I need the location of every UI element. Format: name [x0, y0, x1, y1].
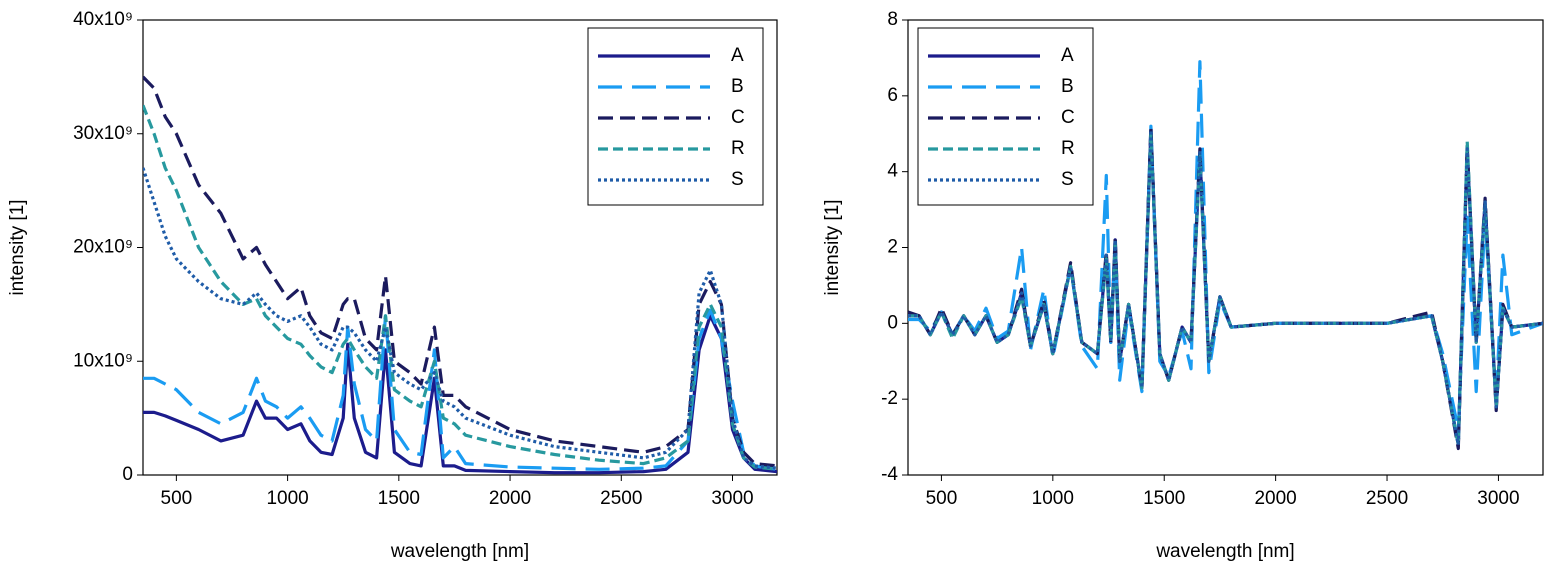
x-tick-label: 1000: [266, 488, 308, 509]
y-tick-label: -2: [881, 388, 898, 409]
legend-label: S: [731, 169, 744, 190]
y-axis-label: intensity [1]: [822, 199, 843, 295]
y-axis-label: intensity [1]: [7, 199, 28, 295]
y-tick-label: 0: [887, 312, 898, 333]
y-tick-label: 20x10⁹: [73, 237, 133, 258]
legend-label: A: [1061, 45, 1074, 66]
legend-label: B: [731, 76, 744, 97]
x-tick-label: 3000: [1477, 488, 1519, 509]
y-tick-label: -4: [881, 464, 898, 485]
y-tick-label: 10x10⁹: [73, 350, 133, 371]
legend-label: C: [731, 107, 745, 128]
legend-label: R: [1061, 138, 1075, 159]
legend-label: A: [731, 45, 744, 66]
x-tick-label: 2000: [489, 488, 531, 509]
x-tick-label: 2500: [1366, 488, 1408, 509]
x-axis-label: wavelength [nm]: [1155, 541, 1294, 562]
legend-label: B: [1061, 76, 1074, 97]
y-tick-label: 0: [122, 464, 133, 485]
y-tick-label: 30x10⁹: [73, 123, 133, 144]
x-tick-label: 500: [161, 488, 193, 509]
y-tick-label: 4: [887, 161, 898, 182]
y-tick-label: 8: [887, 9, 898, 30]
series-line: [143, 167, 777, 470]
x-tick-label: 500: [926, 488, 958, 509]
x-tick-label: 2500: [600, 488, 642, 509]
y-tick-label: 6: [887, 85, 898, 106]
y-tick-label: 2: [887, 237, 898, 258]
x-tick-label: 1000: [1032, 488, 1074, 509]
legend-label: C: [1061, 107, 1075, 128]
legend-label: S: [1061, 169, 1074, 190]
x-tick-label: 3000: [711, 488, 753, 509]
x-axis-label: wavelength [nm]: [390, 541, 529, 562]
y-tick-label: 40x10⁹: [73, 9, 133, 30]
x-tick-label: 2000: [1254, 488, 1296, 509]
x-tick-label: 1500: [1143, 488, 1185, 509]
x-tick-label: 1500: [378, 488, 420, 509]
legend-label: R: [731, 138, 745, 159]
